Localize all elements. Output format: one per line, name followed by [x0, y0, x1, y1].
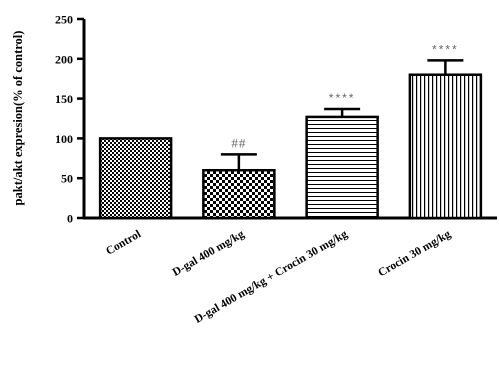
y-tick-label: 50: [61, 172, 73, 186]
category-labels: Control D-gal 400 mg/kgD-gal 400 mg/kg + …: [104, 228, 453, 326]
bar: [98, 137, 173, 220]
category-label: Crocin 30 mg/kg: [376, 228, 453, 279]
y-tick-label: 250: [55, 13, 73, 27]
y-axis-label: pakt/akt expresion(% of control): [11, 31, 25, 206]
category-label: Control: [104, 228, 143, 257]
bar: [305, 115, 379, 220]
y-ticks: 0 50 100 150 200 250: [55, 13, 84, 226]
y-tick-label: 100: [55, 132, 73, 146]
significance-label: ****: [432, 42, 459, 56]
significance-label: ****: [329, 91, 356, 105]
error-bars: [220, 59, 464, 171]
bar: [202, 168, 276, 220]
bars: [98, 73, 483, 220]
category-label: D-gal 400 mg/kg: [171, 228, 247, 279]
y-tick-label: 150: [55, 92, 73, 106]
significance-label: ##: [231, 135, 246, 150]
y-tick-label: 200: [55, 52, 73, 66]
y-tick-label: 0: [67, 212, 73, 226]
significance-annotations: ## **** ****: [231, 42, 459, 150]
bar: [408, 73, 483, 220]
